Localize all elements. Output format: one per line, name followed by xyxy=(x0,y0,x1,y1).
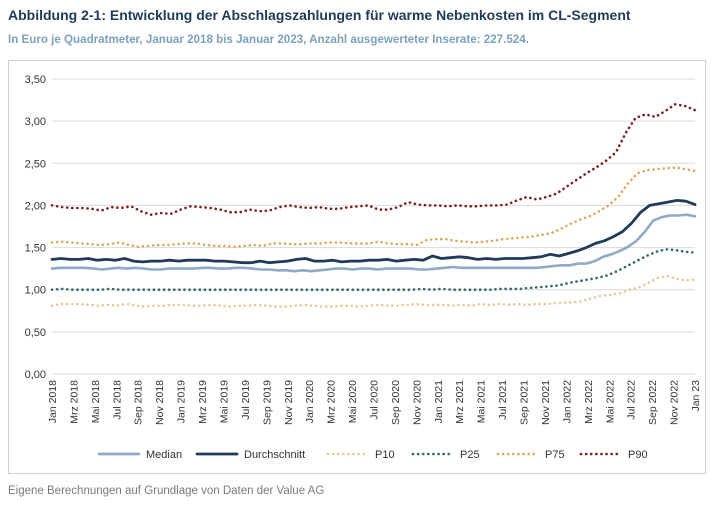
x-tick-label: Jan 2022 xyxy=(561,380,573,423)
x-tick-label: Mai 2018 xyxy=(90,380,102,423)
figure-subtitle: In Euro je Quadratmeter, Januar 2018 bis… xyxy=(8,33,529,46)
x-tick-label: Sep 2021 xyxy=(519,380,531,425)
series-line-p25 xyxy=(50,248,697,291)
legend-label-p25: P25 xyxy=(460,449,480,461)
x-tick-label: Nov 2018 xyxy=(154,380,166,425)
series-line-p90 xyxy=(50,102,697,216)
x-tick-label: Mrz 2018 xyxy=(68,380,80,424)
x-tick-label: Jan 2020 xyxy=(304,380,316,423)
y-tick-label: 0,00 xyxy=(25,369,46,381)
chart-frame: 0,00 0,50 1,00 1,50 2,00 2,50 3,00 3,50 Jan 201… xyxy=(8,60,706,474)
y-tick-label: 1,00 xyxy=(25,285,46,297)
x-tick-label: Mai 2020 xyxy=(347,380,359,423)
y-tick-label: 1,50 xyxy=(25,243,46,255)
x-tick-label: Mrz 2020 xyxy=(326,380,338,424)
x-tick-label: Jul 2020 xyxy=(369,380,381,420)
legend-label-p10: P10 xyxy=(375,449,395,461)
x-tick-label: Mrz 2021 xyxy=(454,380,466,424)
x-tick-label: Mai 2021 xyxy=(476,380,488,423)
x-tick-label: Sep 2022 xyxy=(647,380,659,425)
y-axis-ticks: 0,00 0,50 1,00 1,50 2,00 2,50 3,00 3,50 xyxy=(25,74,46,381)
x-tick-label: Mrz 2022 xyxy=(583,380,595,424)
series-line-durchschnitt xyxy=(50,198,697,265)
x-tick-label: Jan 2018 xyxy=(47,380,59,423)
x-tick-label: Nov 2021 xyxy=(540,380,552,425)
x-tick-label: Mai 2022 xyxy=(604,380,616,423)
series-line-median xyxy=(50,213,697,273)
series-lines xyxy=(50,102,697,308)
legend: Median Durchschnitt P10 P25 P75 P90 xyxy=(97,449,648,461)
x-tick-label: Sep 2020 xyxy=(390,380,402,425)
x-tick-label: Mrz 2019 xyxy=(197,380,209,424)
x-tick-label: Sep 2019 xyxy=(261,380,273,425)
legend-label-p90: P90 xyxy=(628,449,648,461)
x-tick-label: Jul 2018 xyxy=(111,380,123,420)
y-tick-label: 0,50 xyxy=(25,327,46,339)
x-tick-label: Jul 2022 xyxy=(626,380,638,420)
x-tick-label: Jan 2019 xyxy=(176,380,188,423)
figure-title: Abbildung 2-1: Entwicklung der Abschlags… xyxy=(8,7,631,23)
x-tick-label: Sep 2018 xyxy=(133,380,145,425)
source-note: Eigene Berechnungen auf Grundlage von Da… xyxy=(8,485,325,497)
x-tick-label: Jul 2019 xyxy=(240,380,252,420)
x-axis-ticks: Jan 2018 Mrz 2018 Mai 2018 Jul 2018 Sep 2018… xyxy=(47,380,702,425)
gridlines xyxy=(52,78,695,375)
x-tick-label: Nov 2022 xyxy=(669,380,681,425)
x-tick-label: Jul 2021 xyxy=(497,380,509,420)
x-tick-label: Nov 2020 xyxy=(411,380,423,425)
legend-label-median: Median xyxy=(146,449,182,461)
legend-label-durchschnitt: Durchschnitt xyxy=(244,449,305,461)
x-tick-label: Jan 23 xyxy=(690,380,702,412)
x-tick-label: Mai 2019 xyxy=(218,380,230,423)
series-line-p10 xyxy=(50,274,697,308)
series-line-p75 xyxy=(50,166,697,248)
line-chart: 0,00 0,50 1,00 1,50 2,00 2,50 3,00 3,50 Jan 201… xyxy=(25,74,702,461)
y-tick-label: 2,00 xyxy=(25,200,46,212)
y-tick-label: 2,50 xyxy=(25,158,46,170)
x-tick-label: Jan 2021 xyxy=(433,380,445,423)
y-tick-label: 3,50 xyxy=(25,74,46,86)
legend-label-p75: P75 xyxy=(545,449,565,461)
x-tick-label: Nov 2019 xyxy=(283,380,295,425)
y-tick-label: 3,00 xyxy=(25,116,46,128)
